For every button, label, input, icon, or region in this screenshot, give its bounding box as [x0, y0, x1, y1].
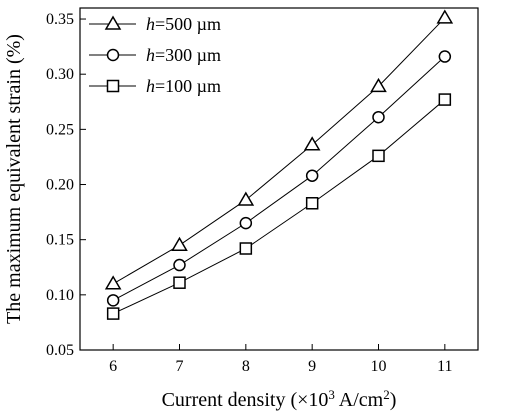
- legend-marker-square: [106, 79, 120, 93]
- data-point-triangle: [436, 9, 454, 24]
- x-tick-label: 8: [242, 358, 250, 375]
- data-point-triangle: [171, 236, 188, 251]
- data-point-circle: [239, 216, 253, 230]
- data-point-circle: [372, 110, 385, 124]
- legend-marker-circle: [106, 48, 120, 62]
- legend-label-symbol: h: [146, 45, 155, 65]
- x-axis-title-unit: A/cm: [335, 389, 384, 411]
- plot-area: [79, 7, 479, 351]
- data-point-circle: [305, 169, 319, 182]
- y-tick-label: 0.35: [46, 11, 74, 28]
- data-point-square: [372, 149, 385, 163]
- data-point-triangle: [104, 275, 122, 290]
- y-tick-label: 0.05: [46, 342, 74, 359]
- series-circle: [106, 50, 452, 307]
- legend-label-symbol: h: [146, 76, 155, 96]
- legend-marker-triangle: [104, 15, 122, 30]
- series-square: [106, 93, 452, 320]
- legend-label-value: =100 µm: [155, 76, 221, 96]
- legend-label: h=500 µm: [146, 14, 221, 34]
- data-point-triangle: [303, 136, 321, 151]
- x-axis-title-superscript: 3: [328, 387, 335, 402]
- x-tick-label: 9: [308, 358, 316, 375]
- series-layer: [104, 9, 454, 320]
- legend-entry: h=300 µm: [89, 45, 221, 65]
- data-point-triangle: [370, 77, 387, 93]
- x-tick-label: 11: [437, 358, 452, 375]
- data-point-circle: [438, 50, 452, 63]
- x-tick-label: 6: [109, 358, 117, 375]
- legend-label: h=100 µm: [146, 76, 221, 96]
- y-tick-label: 0.30: [46, 66, 74, 83]
- x-axis-title-unit-superscript: 2: [383, 387, 390, 402]
- data-point-circle: [173, 258, 186, 272]
- legend-label: h=300 µm: [146, 45, 221, 65]
- ticks-layer: 6 7 8 9 10 11 0.05 0.10 0.15 0.20 0.25 0.30 0.35: [46, 11, 453, 375]
- y-tick-label: 0.15: [46, 232, 74, 249]
- series-line: [112, 56, 446, 301]
- legend-label-symbol: h: [146, 14, 155, 34]
- legend-entry: h=500 µm: [89, 14, 221, 34]
- y-tick-label: 0.20: [46, 177, 74, 194]
- legend-label-value: =500 µm: [155, 14, 221, 34]
- legend-label-value: =300 µm: [155, 45, 221, 65]
- x-axis-title: Current density (×103 A/cm2): [162, 387, 397, 412]
- series-triangle: [104, 9, 454, 290]
- series-line: [112, 17, 446, 285]
- data-point-square: [173, 276, 186, 289]
- x-axis-title-close: ): [390, 389, 397, 411]
- y-tick-label: 0.10: [46, 287, 74, 304]
- plot-frame: [79, 7, 479, 351]
- data-point-square: [305, 197, 319, 210]
- data-point-circle: [106, 294, 120, 307]
- data-point-triangle: [237, 191, 255, 206]
- legend: h=500 µmh=300 µmh=100 µm: [89, 14, 221, 96]
- x-axis-title-main: Current density (×10: [162, 389, 329, 411]
- data-point-square: [438, 93, 452, 106]
- x-tick-label: 7: [176, 358, 184, 375]
- data-point-square: [239, 242, 253, 255]
- series-line: [112, 99, 446, 315]
- y-tick-label: 0.25: [46, 121, 74, 138]
- legend-entry: h=100 µm: [89, 76, 221, 96]
- x-tick-label: 10: [371, 358, 387, 375]
- data-point-square: [106, 307, 120, 320]
- y-axis-title: The maximum equivalent strain (%): [3, 34, 25, 324]
